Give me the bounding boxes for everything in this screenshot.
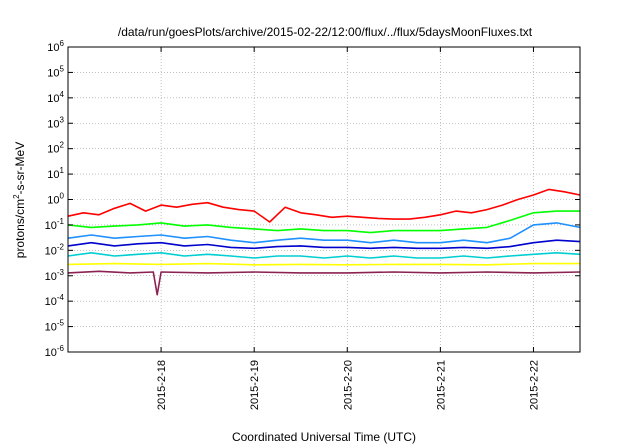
y-tick-label-base: 10 bbox=[45, 245, 57, 257]
y-tick-label-exponent: 5 bbox=[60, 64, 65, 73]
y-tick-label: 10-3 bbox=[45, 268, 65, 283]
y-tick-label: 103 bbox=[47, 115, 64, 130]
y-tick-label: 106 bbox=[47, 39, 64, 54]
y-tick-label-base: 10 bbox=[45, 296, 57, 308]
y-axis-label: protons/cm2-s-sr-MeV bbox=[12, 142, 27, 258]
y-tick-label: 105 bbox=[47, 64, 64, 79]
x-tick-label: 2015-2-18 bbox=[156, 360, 168, 410]
y-tick-label: 10-2 bbox=[45, 242, 65, 257]
y-tick-label-exponent: 3 bbox=[60, 115, 65, 124]
y-tick-label-base: 10 bbox=[47, 118, 59, 130]
series-line-4 bbox=[67, 239, 581, 250]
y-tick-label: 10-6 bbox=[45, 344, 65, 359]
y-tick-label-exponent: -1 bbox=[57, 217, 65, 226]
axis-ticks: 10-610-510-410-310-210-11001011021031041… bbox=[45, 39, 580, 410]
y-tick-label: 102 bbox=[47, 141, 64, 156]
y-tick-label: 10-5 bbox=[45, 319, 65, 334]
y-tick-label: 10-4 bbox=[45, 293, 65, 308]
series-lines bbox=[67, 188, 581, 296]
y-tick-label-exponent: -5 bbox=[57, 319, 65, 328]
x-axis-label: Coordinated Universal Time (UTC) bbox=[232, 430, 416, 444]
y-tick-label-base: 10 bbox=[45, 322, 57, 334]
y-tick-label-base: 10 bbox=[45, 220, 57, 232]
y-tick-label-exponent: 4 bbox=[60, 90, 65, 99]
y-tick-label-base: 10 bbox=[47, 93, 59, 105]
y-tick-label-base: 10 bbox=[45, 271, 57, 283]
y-tick-label: 101 bbox=[47, 166, 64, 181]
y-axis-label-units: -s-sr-MeV bbox=[13, 142, 27, 195]
x-tick-label: 2015-2-20 bbox=[342, 360, 354, 410]
y-tick-label: 100 bbox=[47, 192, 64, 207]
y-tick-label-exponent: 2 bbox=[60, 141, 65, 150]
x-tick-label: 2015-2-22 bbox=[528, 360, 540, 410]
y-tick-label-base: 10 bbox=[47, 42, 59, 54]
y-tick-label: 104 bbox=[47, 90, 64, 105]
series-line-6 bbox=[67, 262, 580, 266]
series-line-2 bbox=[67, 210, 580, 234]
y-tick-label-base: 10 bbox=[47, 67, 59, 79]
y-tick-label-base: 10 bbox=[47, 169, 59, 181]
x-tick-label: 2015-2-21 bbox=[435, 360, 447, 410]
y-tick-label-exponent: -4 bbox=[57, 293, 65, 302]
y-tick-label-exponent: 1 bbox=[60, 166, 65, 175]
y-tick-label-exponent: -2 bbox=[57, 242, 65, 251]
y-tick-label-exponent: -3 bbox=[57, 268, 65, 277]
chart-title: /data/run/goesPlots/archive/2015-02-22/1… bbox=[118, 25, 533, 39]
y-axis-label-main: protons/cm bbox=[13, 199, 27, 258]
series-line-3 bbox=[67, 222, 581, 244]
series-line-5 bbox=[67, 252, 581, 259]
x-tick-label: 2015-2-19 bbox=[249, 360, 261, 410]
y-tick-label-base: 10 bbox=[47, 144, 59, 156]
y-tick-label: 10-1 bbox=[45, 217, 65, 232]
y-axis-label-group: protons/cm2-s-sr-MeV bbox=[12, 142, 27, 258]
grid bbox=[68, 46, 580, 353]
y-tick-label-base: 10 bbox=[47, 195, 59, 207]
series-line-1 bbox=[67, 188, 581, 223]
series-line-7 bbox=[67, 270, 581, 296]
y-tick-label-base: 10 bbox=[45, 347, 57, 359]
y-tick-label-exponent: 0 bbox=[60, 192, 65, 201]
y-axis-label-superscript: 2 bbox=[12, 194, 21, 199]
y-tick-label-exponent: -6 bbox=[57, 344, 65, 353]
y-tick-label-exponent: 6 bbox=[60, 39, 65, 48]
